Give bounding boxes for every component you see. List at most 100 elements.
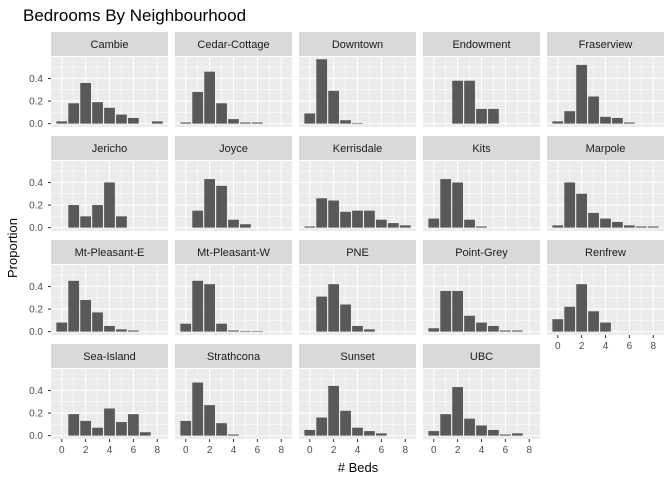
bar <box>352 123 363 124</box>
bar <box>328 385 339 436</box>
bar <box>476 226 487 228</box>
facet-label: Sea-Island <box>83 351 136 363</box>
bar <box>139 432 151 436</box>
bar <box>240 331 251 332</box>
bar <box>316 198 328 228</box>
facet-strip <box>423 136 540 160</box>
facet-label: Cambie <box>91 39 129 51</box>
y-tick-label: 0.2 <box>29 409 43 420</box>
bar <box>240 224 251 228</box>
facet-label: Kerrisdale <box>333 143 383 155</box>
facet-panel: Kerrisdale <box>299 136 416 231</box>
facet-label: Mt-Pleasant-E <box>75 247 145 259</box>
bar <box>376 219 387 228</box>
bar <box>387 223 399 228</box>
bar <box>68 205 80 228</box>
y-axis-title: Proportion <box>5 218 20 278</box>
facet-label: Renfrew <box>585 247 626 259</box>
x-tick-label: 6 <box>131 445 137 456</box>
bar <box>92 102 103 124</box>
x-tick-label: 0 <box>555 341 561 352</box>
bar <box>364 431 375 436</box>
bar <box>564 182 576 228</box>
bar <box>452 80 463 124</box>
facet-panel: Strathcona 0 2 4 6 8 <box>175 344 292 456</box>
x-tick-label: 6 <box>627 341 633 352</box>
bar <box>588 212 599 228</box>
facet-label: Endowment <box>452 39 510 51</box>
facet-strip <box>51 136 168 160</box>
bar <box>92 312 103 332</box>
y-tick-label: 0.4 <box>29 282 43 293</box>
bar <box>511 330 523 332</box>
bar <box>564 306 576 332</box>
bar <box>204 179 215 228</box>
x-tick-label: 4 <box>107 445 113 456</box>
bar <box>464 315 475 332</box>
x-tick-label: 2 <box>455 445 461 456</box>
x-tick-label: 4 <box>355 445 361 456</box>
bar <box>352 427 363 436</box>
y-tick-label: 0.0 <box>29 119 43 130</box>
bar <box>304 113 316 124</box>
bar <box>588 311 599 332</box>
bar <box>316 296 328 332</box>
facet-strip <box>51 32 168 56</box>
bar <box>488 325 499 332</box>
facet-panel: Sea-Island 0.0 0.2 0.4 0 2 4 6 8 <box>29 344 168 456</box>
bar <box>552 121 564 124</box>
y-tick-label: 0.4 <box>29 178 43 189</box>
x-tick-label: 4 <box>479 445 485 456</box>
bar <box>80 300 91 332</box>
x-tick-label: 6 <box>503 445 509 456</box>
y-tick-label: 0.0 <box>29 431 43 442</box>
facet-panel: PNE <box>299 240 416 335</box>
bar <box>452 290 463 332</box>
x-tick-label: 2 <box>83 445 89 456</box>
bar <box>180 323 192 332</box>
bar <box>476 322 487 332</box>
bar <box>564 111 576 124</box>
bar <box>647 226 659 228</box>
x-tick-label: 8 <box>402 445 408 456</box>
x-tick-label: 0 <box>307 445 313 456</box>
x-tick-label: 4 <box>603 341 609 352</box>
bar <box>340 410 351 436</box>
bar <box>428 328 440 332</box>
bar <box>476 108 487 124</box>
bar <box>588 96 599 124</box>
facet-strip <box>175 240 292 264</box>
x-tick-label: 2 <box>207 445 213 456</box>
bar <box>151 121 163 124</box>
bar <box>216 185 227 228</box>
facet-strip <box>299 240 416 264</box>
bar <box>476 425 487 436</box>
bar <box>399 225 411 228</box>
bar <box>352 210 363 228</box>
x-tick-label: 2 <box>331 445 337 456</box>
bar <box>128 330 139 332</box>
facet-strip <box>175 136 292 160</box>
facet-label: Jericho <box>92 143 127 155</box>
x-tick-label: 8 <box>154 445 160 456</box>
facet-label: Mt-Pleasant-W <box>197 247 270 259</box>
bar <box>624 122 635 124</box>
bar <box>340 211 351 228</box>
bar <box>600 322 611 332</box>
bar <box>440 290 452 332</box>
bar <box>204 405 215 436</box>
bar <box>304 429 316 436</box>
bar <box>80 420 91 436</box>
x-tick-label: 0 <box>59 445 65 456</box>
facet-panel: Cedar-Cottage <box>175 32 292 127</box>
facet-panel: Jericho 0.0 0.2 0.4 <box>29 136 168 234</box>
bar <box>576 284 587 332</box>
bar <box>80 82 91 124</box>
bar <box>104 408 115 436</box>
facet-strip <box>547 240 664 264</box>
bar <box>104 107 115 124</box>
facet-panel: Marpole <box>547 136 664 231</box>
bar <box>192 210 204 228</box>
facet-panel: Fraserview <box>547 32 664 127</box>
